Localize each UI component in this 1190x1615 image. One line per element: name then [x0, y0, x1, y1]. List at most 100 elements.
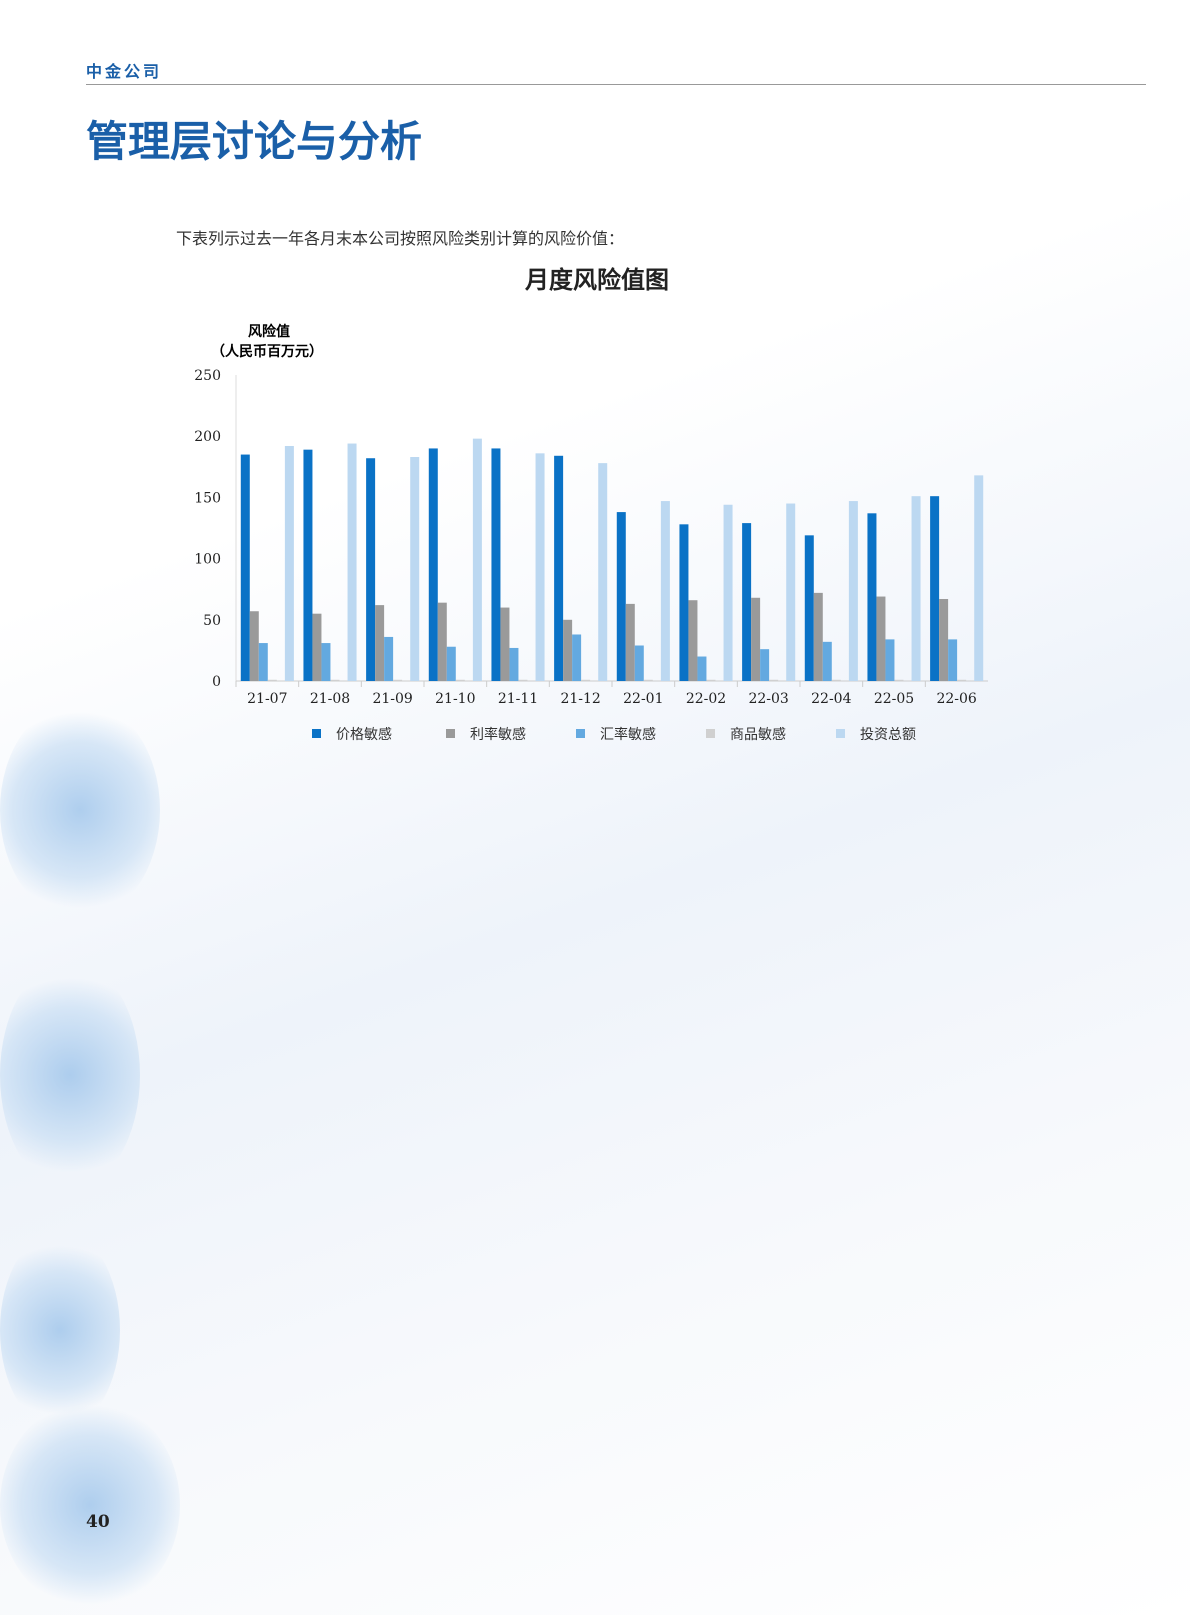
bar-商品敏感-22-04: [831, 679, 841, 681]
bar-商品敏感-22-05: [894, 679, 904, 681]
y-axis-unit: （人民币百万元）: [211, 343, 323, 360]
bar-价格敏感-21-12: [554, 455, 564, 681]
x-tick-label: 21-07: [247, 691, 287, 707]
bar-利率敏感-21-12: [563, 619, 573, 681]
x-tick-label: 21-10: [435, 691, 475, 707]
decorative-flower: [0, 1230, 120, 1430]
bar-商品敏感-22-01: [643, 679, 653, 681]
x-tick-label: 22-03: [748, 691, 788, 707]
decorative-flower: [0, 960, 140, 1190]
y-tick-label: 100: [194, 552, 221, 568]
y-tick-label: 250: [194, 368, 221, 384]
bar-利率敏感-22-03: [751, 597, 761, 681]
chart-title: 月度风险值图: [524, 265, 669, 294]
x-tick-label: 21-12: [560, 691, 600, 707]
bar-投资总额-22-03: [786, 503, 796, 681]
legend-swatch: [836, 729, 845, 738]
bar-投资总额-21-12: [598, 463, 608, 681]
bar-投资总额-21-11: [535, 453, 545, 681]
x-tick-label: 21-09: [372, 691, 412, 707]
decorative-flower: [0, 1400, 180, 1610]
bar-汇率敏感-22-05: [885, 639, 895, 681]
bar-价格敏感-21-09: [366, 458, 376, 681]
x-tick-label: 22-01: [623, 691, 663, 707]
bar-价格敏感-22-05: [867, 513, 877, 681]
y-tick-label: 150: [194, 490, 221, 506]
bar-汇率敏感-22-03: [760, 649, 770, 681]
bar-商品敏感-21-09: [393, 679, 403, 681]
legend-swatch: [312, 729, 321, 738]
y-tick-label: 200: [194, 429, 221, 445]
bar-价格敏感-22-04: [804, 535, 814, 681]
bar-chart: 月度风险值图 风险值 （人民币百万元） 0 50 100 150 200 250 21-07…: [194, 265, 988, 743]
bar-汇率敏感-21-08: [321, 643, 331, 681]
bar-商品敏感-22-03: [769, 679, 779, 681]
bar-商品敏感-22-06: [957, 679, 967, 681]
bar-投资总额-21-07: [284, 445, 294, 681]
legend-label: 投资总额: [860, 727, 916, 743]
intro-text: 下表列示过去一年各月末本公司按照风险类别计算的风险价值：: [176, 229, 625, 248]
bar-利率敏感-22-05: [876, 596, 886, 681]
bar-利率敏感-21-11: [500, 607, 510, 681]
bar-价格敏感-22-02: [679, 524, 689, 681]
bar-投资总额-21-08: [347, 443, 357, 681]
bar-投资总额-21-10: [472, 438, 482, 681]
bar-价格敏感-22-06: [930, 496, 940, 681]
bar-利率敏感-22-04: [813, 592, 823, 681]
bar-汇率敏感-21-09: [384, 636, 394, 681]
bar-商品敏感-22-02: [706, 679, 716, 681]
bar-商品敏感-21-12: [581, 679, 591, 681]
page-title: 管理层讨论与分析: [86, 117, 423, 166]
bar-汇率敏感-22-01: [634, 645, 644, 681]
bar-利率敏感-21-07: [249, 611, 259, 681]
legend-label: 汇率敏感: [600, 726, 656, 743]
page-number: 40: [86, 1512, 110, 1532]
y-axis-label: 风险值: [248, 323, 290, 340]
bar-汇率敏感-22-02: [697, 656, 707, 681]
bar-投资总额-22-06: [974, 475, 984, 681]
bar-商品敏感-21-07: [267, 679, 277, 681]
bar-利率敏感-22-01: [625, 603, 635, 681]
bar-商品敏感-21-08: [330, 679, 340, 681]
bar-投资总额-21-09: [410, 457, 420, 681]
bar-利率敏感-21-10: [437, 602, 447, 681]
legend-swatch: [576, 729, 585, 738]
legend-label: 商品敏感: [730, 726, 786, 743]
bar-投资总额-22-04: [848, 501, 858, 681]
bar-利率敏感-21-08: [312, 613, 322, 681]
bar-汇率敏感-21-07: [258, 643, 268, 681]
bar-汇率敏感-21-12: [572, 634, 582, 681]
bar-价格敏感-21-10: [428, 448, 438, 681]
bar-价格敏感-22-03: [742, 523, 752, 681]
bar-投资总额-22-02: [723, 504, 733, 681]
bar-利率敏感-22-02: [688, 600, 698, 681]
bar-价格敏感-21-11: [491, 448, 501, 681]
bar-利率敏感-21-09: [375, 605, 385, 681]
company-name: 中金公司: [86, 62, 163, 81]
y-tick-label: 50: [203, 613, 221, 629]
bar-价格敏感-22-01: [616, 512, 626, 681]
x-tick-label: 22-06: [936, 691, 976, 707]
x-tick-label: 22-05: [874, 691, 914, 707]
y-tick-label: 0: [212, 674, 221, 690]
bar-汇率敏感-22-06: [948, 639, 958, 681]
bar-汇率敏感-21-10: [446, 646, 456, 681]
legend-label: 价格敏感: [336, 726, 392, 743]
x-tick-label: 22-04: [811, 691, 851, 707]
bar-价格敏感-21-08: [303, 449, 313, 681]
legend-swatch: [706, 729, 715, 738]
legend-label: 利率敏感: [470, 726, 526, 743]
bar-投资总额-22-01: [660, 501, 670, 681]
x-tick-label: 21-11: [498, 691, 538, 707]
decorative-flower: [0, 700, 160, 920]
header-divider: [86, 84, 1146, 85]
bar-汇率敏感-22-04: [822, 641, 832, 681]
x-tick-label: 21-08: [310, 691, 350, 707]
legend-swatch: [446, 729, 455, 738]
bar-价格敏感-21-07: [240, 454, 250, 681]
x-tick-label: 22-02: [686, 691, 726, 707]
bar-利率敏感-22-06: [939, 598, 949, 681]
bar-商品敏感-21-11: [518, 679, 528, 681]
bar-商品敏感-21-10: [455, 679, 465, 681]
bar-投资总额-22-05: [911, 496, 921, 681]
